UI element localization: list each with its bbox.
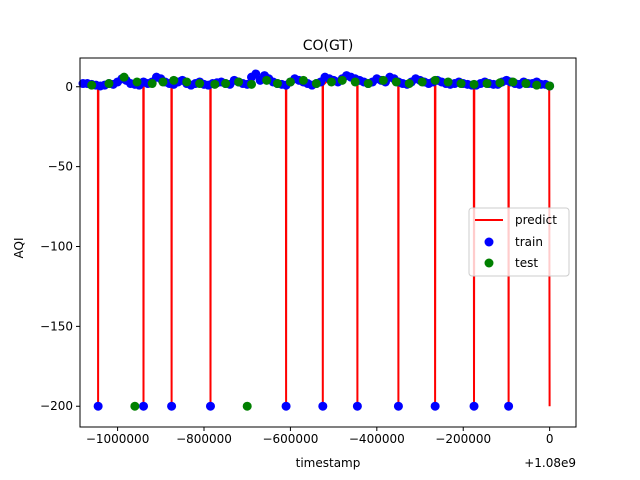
legend: predict train test: [468, 207, 570, 277]
train-point: [93, 401, 103, 411]
test-point: [456, 79, 466, 89]
x-tick-label: −800000: [176, 432, 232, 446]
test-point: [119, 72, 129, 82]
test-point: [158, 77, 168, 87]
test-point: [311, 79, 321, 89]
x-tick-label: −200000: [435, 432, 491, 446]
test-point: [298, 75, 308, 85]
test-point: [262, 75, 272, 85]
test-point: [182, 77, 192, 87]
test-point: [391, 77, 401, 87]
test-point: [285, 77, 295, 87]
train-point: [469, 401, 479, 411]
test-point: [234, 77, 244, 87]
legend-test-label: test: [515, 256, 538, 270]
test-point: [378, 75, 388, 85]
test-point: [169, 75, 179, 85]
test-point: [482, 79, 492, 89]
train-point: [281, 401, 291, 411]
train-point: [167, 401, 177, 411]
y-axis-label: AQI: [12, 238, 26, 259]
y-tick-label: 0: [65, 80, 73, 94]
test-point: [417, 77, 427, 87]
test-point: [363, 79, 373, 89]
test-point: [247, 79, 257, 89]
legend-test-swatch: [484, 258, 494, 268]
legend-train-label: train: [515, 235, 543, 249]
test-point: [443, 77, 453, 87]
legend-train-swatch: [484, 237, 494, 247]
train-point: [352, 401, 362, 411]
y-axis-ticks: 0 −50 −100 −150 −200: [40, 80, 80, 413]
train-point: [430, 401, 440, 411]
x-axis-ticks: −1000000 −800000 −600000 −400000 −200000 0: [86, 427, 554, 446]
train-point: [393, 401, 403, 411]
x-tick-label: 0: [546, 432, 554, 446]
test-point: [326, 77, 336, 87]
x-tick-label: −1000000: [86, 432, 150, 446]
test-point: [350, 77, 360, 87]
axes-frame: [79, 57, 577, 428]
y-tick-label: −100: [40, 239, 73, 253]
test-point: [195, 79, 205, 89]
test-point: [242, 401, 252, 411]
train-point: [318, 401, 328, 411]
y-tick-label: −150: [40, 319, 73, 333]
chart-title: CO(GT): [303, 38, 354, 54]
test-point: [495, 78, 505, 88]
train-point: [504, 401, 514, 411]
test-point: [87, 80, 97, 90]
test-point: [404, 79, 414, 89]
plot-area: [78, 69, 555, 411]
test-point: [430, 75, 440, 85]
x-axis-offset-label: +1.08e9: [524, 456, 576, 470]
test-point: [337, 75, 347, 85]
legend-box: [468, 207, 570, 277]
test-point: [532, 80, 542, 90]
test-point: [469, 79, 479, 89]
test-series: [87, 72, 555, 411]
y-tick-label: −200: [40, 399, 73, 413]
test-point: [147, 79, 157, 89]
test-point: [210, 79, 220, 89]
y-tick-label: −50: [48, 160, 73, 174]
test-point: [130, 401, 140, 411]
train-point: [251, 69, 261, 79]
legend-predict-label: predict: [515, 213, 557, 227]
x-axis-label: timestamp: [296, 456, 361, 470]
train-point: [205, 401, 215, 411]
test-point: [272, 79, 282, 89]
test-point: [521, 79, 531, 89]
x-tick-label: −400000: [349, 432, 405, 446]
x-tick-label: −600000: [262, 432, 318, 446]
test-point: [132, 77, 142, 87]
test-point: [508, 77, 518, 87]
train-point: [139, 401, 149, 411]
test-point: [221, 79, 231, 89]
test-point: [104, 79, 114, 89]
test-point: [545, 81, 555, 91]
